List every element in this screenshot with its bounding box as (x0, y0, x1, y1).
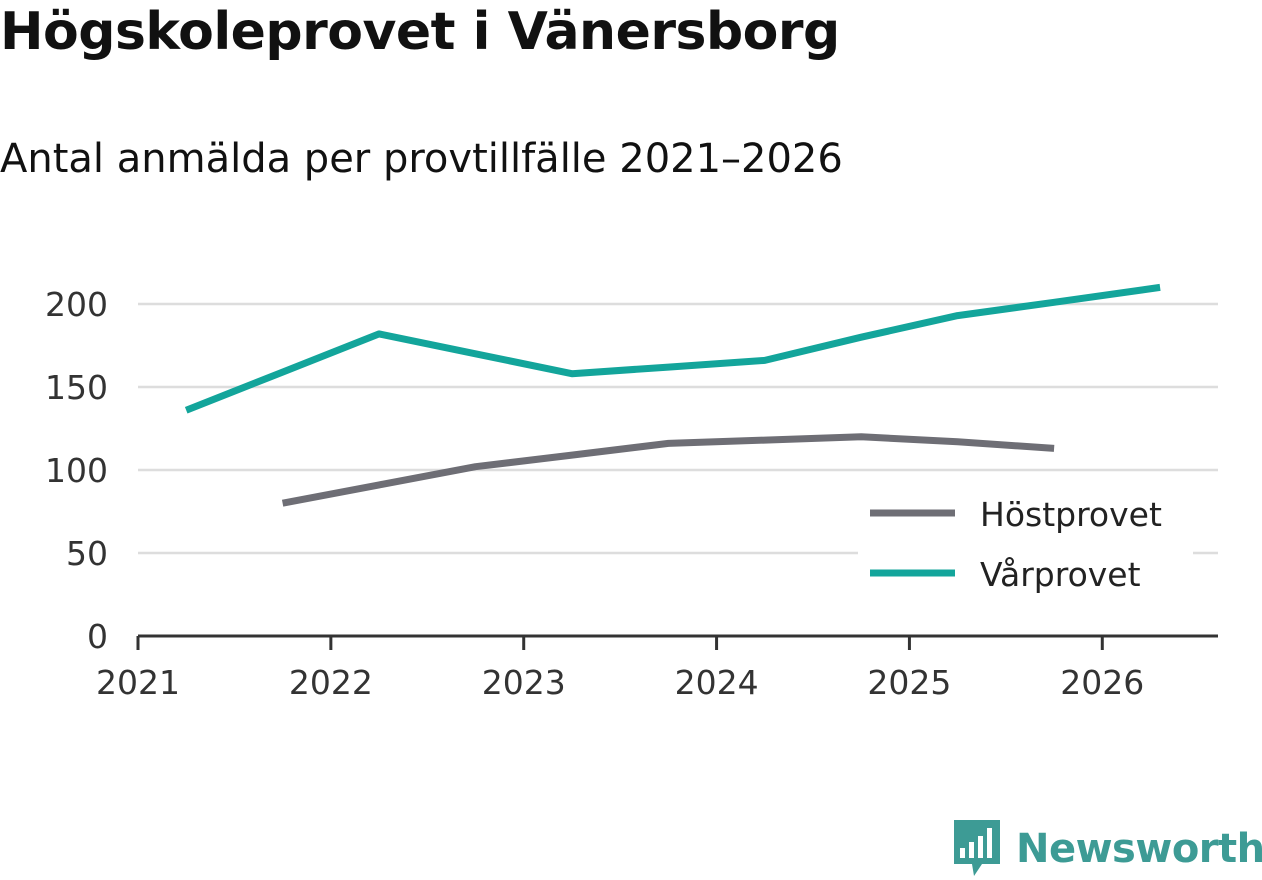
y-tick-label: 100 (45, 451, 108, 490)
y-tick-label: 0 (87, 617, 108, 656)
series-lines (184, 283, 1161, 507)
y-tick-label: 200 (45, 285, 108, 324)
x-tick-label: 2025 (867, 663, 951, 702)
x-tick-label: 2023 (482, 663, 566, 702)
chart-title: Högskoleprovet i Vänersborg (0, 2, 840, 62)
legend-label-hostprovet: Höstprovet (980, 495, 1162, 534)
x-tick-label: 2024 (675, 663, 759, 702)
legend: Höstprovet Vårprovet (858, 488, 1193, 612)
newsworthy-icon (954, 820, 1000, 876)
newsworthy-logo: Newsworthy (952, 818, 1262, 880)
y-tick-label: 50 (66, 534, 108, 573)
x-axis (136, 634, 1218, 650)
x-tick-label: 2021 (96, 663, 180, 702)
y-tick-label: 150 (45, 368, 108, 407)
x-tick-label: 2026 (1060, 663, 1144, 702)
x-tick-label: 2022 (289, 663, 373, 702)
tick-labels: 0 50 100 150 200 2021 2022 2023 2024 2025 2026 (45, 285, 1144, 702)
brand-name: Newsworthy (1016, 826, 1262, 872)
chart-subtitle: Antal anmälda per provtillfälle 2021–202… (0, 136, 843, 182)
series-line-hostprovet (281, 433, 1055, 507)
legend-background (858, 488, 1193, 612)
series-line-varprovet (184, 283, 1161, 414)
legend-label-varprovet: Vårprovet (980, 555, 1141, 594)
